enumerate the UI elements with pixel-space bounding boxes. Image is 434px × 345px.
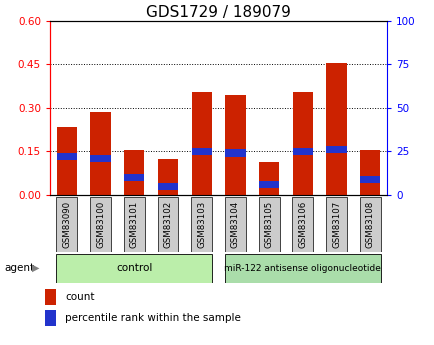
Bar [158, 159, 178, 195]
Text: GSM83100: GSM83100 [96, 201, 105, 248]
Text: percentile rank within the sample: percentile rank within the sample [65, 313, 240, 323]
Title: GDS1729 / 189079: GDS1729 / 189079 [146, 4, 290, 20]
Bar [359, 197, 380, 252]
Bar [56, 254, 212, 283]
Text: miR-122 antisense oligonucleotide: miR-122 antisense oligonucleotide [224, 264, 381, 273]
Text: agent: agent [4, 263, 34, 273]
Text: GSM83106: GSM83106 [298, 201, 307, 248]
Bar [191, 148, 211, 155]
Bar [326, 63, 346, 195]
Bar [90, 155, 111, 162]
Bar [191, 197, 212, 252]
Bar [191, 92, 211, 195]
Bar [326, 197, 346, 252]
Bar [292, 92, 312, 195]
Bar [57, 153, 77, 160]
Bar [124, 174, 144, 181]
Text: GSM83105: GSM83105 [264, 201, 273, 248]
Bar [258, 197, 279, 252]
Bar [157, 197, 178, 252]
Bar [224, 254, 380, 283]
Text: GSM83103: GSM83103 [197, 201, 206, 248]
Bar [225, 149, 245, 157]
Bar [90, 197, 111, 252]
Text: GSM83101: GSM83101 [129, 201, 138, 248]
Bar [124, 150, 144, 195]
Bar [56, 197, 77, 252]
Bar [292, 197, 312, 252]
Text: GSM83104: GSM83104 [230, 201, 240, 248]
Bar [359, 150, 379, 195]
Text: GSM83107: GSM83107 [331, 201, 340, 248]
Bar [124, 197, 145, 252]
Bar [57, 127, 77, 195]
Bar [259, 161, 279, 195]
Text: GSM83102: GSM83102 [163, 201, 172, 248]
Bar [292, 148, 312, 155]
Bar [225, 95, 245, 195]
Bar [224, 197, 245, 252]
Bar [45, 310, 56, 326]
Text: ▶: ▶ [32, 263, 39, 273]
Bar [359, 176, 379, 183]
Text: control: control [116, 263, 152, 273]
Bar [326, 146, 346, 153]
Text: GSM83090: GSM83090 [62, 201, 71, 248]
Text: count: count [65, 292, 94, 302]
Bar [45, 289, 56, 305]
Bar [90, 112, 110, 195]
Bar [259, 181, 279, 188]
Text: GSM83108: GSM83108 [365, 201, 374, 248]
Bar [158, 183, 178, 190]
